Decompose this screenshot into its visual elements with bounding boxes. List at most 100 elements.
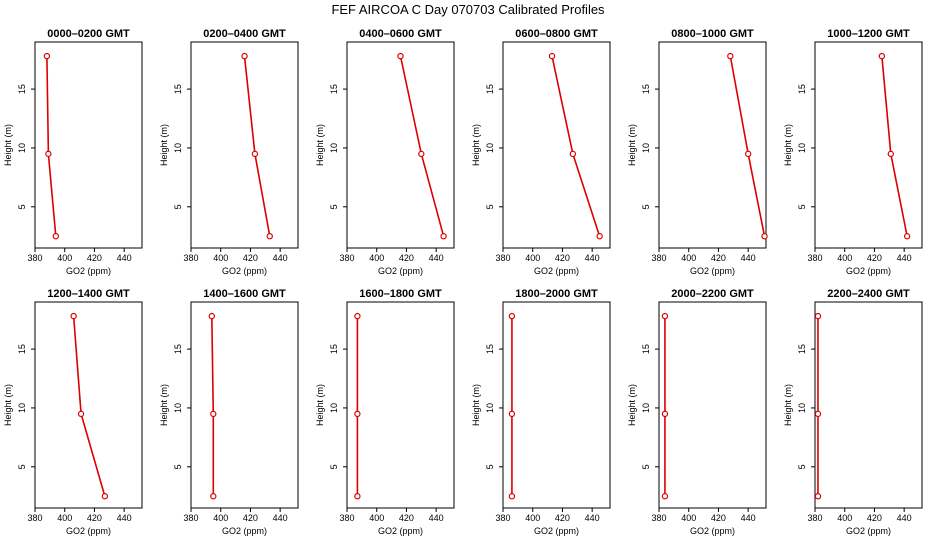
y-tick-label: 15 [17,84,27,94]
y-tick-label: 15 [329,84,339,94]
x-tick-label: 440 [585,513,600,523]
x-tick-label: 380 [495,253,510,263]
y-tick-label: 5 [485,204,495,209]
plot-frame [34,301,143,509]
data-point [596,233,603,240]
y-tick-label: 5 [641,204,651,209]
x-tick-label: 420 [243,253,258,263]
data-point [70,312,77,320]
y-axis-label: Height (m) [783,384,793,426]
x-tick-label: 420 [555,513,570,523]
y-axis-label: Height (m) [159,384,169,426]
profile-panel: 1200–1400 GMT 380 400 420 440 5 10 15 GO2 (ppm) H… [3,288,143,536]
data-point [761,233,768,240]
y-tick-label: 5 [173,204,183,209]
x-tick-label: 400 [213,253,228,263]
profile-line [46,56,57,237]
profile-line [211,316,215,497]
y-tick-label: 5 [797,464,807,469]
plot-frame [346,301,455,509]
x-tick-label: 440 [897,513,912,523]
y-tick-label: 5 [17,204,27,209]
panel-title: 0400–0600 GMT [359,28,442,40]
panel-title: 1000–1200 GMT [827,28,910,40]
data-point [744,150,752,158]
x-tick-label: 400 [57,253,72,263]
data-point [45,150,52,158]
y-tick-label: 5 [173,464,183,469]
x-tick-label: 440 [117,513,132,523]
x-tick-label: 400 [525,253,540,263]
data-point [208,312,216,320]
data-point [508,493,516,500]
panel-title: 0600–0800 GMT [515,28,598,40]
profile-line [729,55,766,237]
profile-panel: 0200–0400 GMT 380 400 420 440 5 10 15 GO2 (ppm) H… [159,28,299,276]
x-tick-label: 420 [867,253,882,263]
x-tick-label: 400 [213,513,228,523]
profile-line [551,55,601,237]
y-tick-label: 15 [797,84,807,94]
data-point [210,410,217,418]
y-axis-label: Height (m) [315,124,325,166]
y-tick-label: 5 [641,464,651,469]
x-tick-label: 420 [555,253,570,263]
profile-panel: 0600–0800 GMT 380 400 420 440 5 10 15 GO2 (ppm) H… [471,28,611,276]
y-axis-label: Height (m) [627,124,637,166]
profile-line [399,55,445,237]
data-point [508,410,516,418]
data-point [241,52,248,60]
x-tick-label: 380 [651,253,666,263]
profile-panel: 1800–2000 GMT 380 400 420 440 5 10 15 GO2 (ppm) H… [471,288,611,536]
x-axis-label: GO2 (ppm) [378,266,423,276]
panel-title: 0000–0200 GMT [47,28,130,40]
data-point [77,410,85,418]
data-point [210,493,217,500]
x-axis-label: GO2 (ppm) [66,266,111,276]
plot-frame [190,301,299,509]
profile-panel: 0400–0600 GMT 380 400 420 440 5 10 15 GO2 (ppm) H… [315,28,455,276]
y-axis-label: Height (m) [3,384,13,426]
data-point [508,312,516,320]
y-tick-label: 10 [17,143,27,153]
y-tick-label: 10 [17,403,27,413]
profile-panel: 1600–1800 GMT 380 400 420 440 5 10 15 GO2 (ppm) H… [315,288,455,536]
profile-panel: 2000–2200 GMT 380 400 420 440 5 10 15 GO2 (ppm) H… [627,288,767,536]
y-tick-label: 5 [485,464,495,469]
x-tick-label: 380 [339,253,354,263]
panel-title: 0200–0400 GMT [203,28,286,40]
x-axis-label: GO2 (ppm) [846,266,891,276]
y-tick-label: 10 [329,143,339,153]
panel-title: 0800–1000 GMT [671,28,754,40]
data-point [569,150,577,158]
x-tick-label: 380 [183,253,198,263]
data-point [548,52,556,60]
x-axis-label: GO2 (ppm) [378,526,423,536]
data-point [266,233,273,240]
panel-title: 1600–1800 GMT [359,288,442,300]
x-axis-label: GO2 (ppm) [222,266,267,276]
plot-frame [346,41,455,249]
y-tick-label: 15 [17,344,27,354]
panel-title: 2000–2200 GMT [671,288,754,300]
plot-frame [814,41,923,249]
y-tick-label: 5 [329,464,339,469]
y-tick-label: 10 [797,403,807,413]
x-tick-label: 400 [369,513,384,523]
data-point [661,410,669,418]
x-tick-label: 440 [273,513,288,523]
x-tick-label: 440 [585,253,600,263]
x-tick-label: 380 [183,513,198,523]
x-axis-label: GO2 (ppm) [690,266,735,276]
x-tick-label: 440 [741,513,756,523]
x-axis-label: GO2 (ppm) [534,266,579,276]
y-tick-label: 10 [485,143,495,153]
x-tick-label: 380 [807,253,822,263]
x-tick-label: 400 [837,513,852,523]
x-tick-label: 380 [495,513,510,523]
plot-frame [658,41,767,249]
x-tick-label: 420 [711,513,726,523]
x-axis-label: GO2 (ppm) [222,526,267,536]
